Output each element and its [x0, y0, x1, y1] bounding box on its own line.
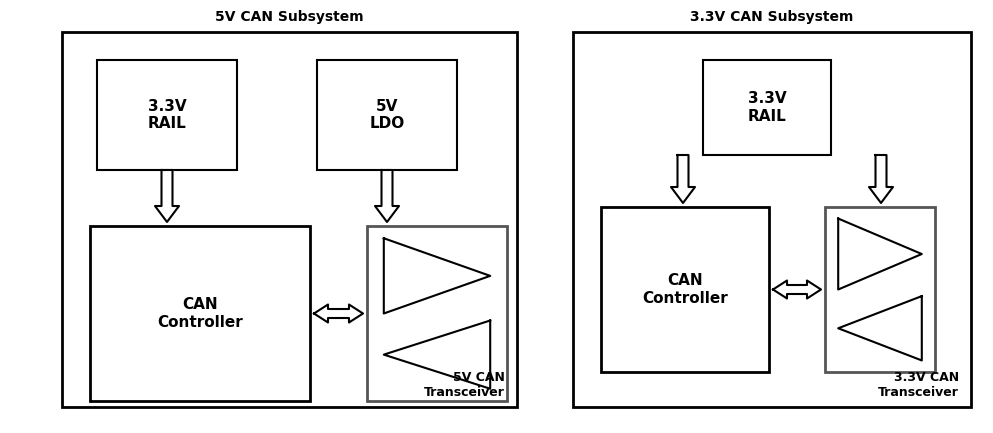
Polygon shape: [671, 155, 695, 203]
Polygon shape: [838, 219, 922, 290]
Bar: [601, 207, 769, 372]
Polygon shape: [384, 238, 491, 313]
Bar: [90, 226, 310, 401]
Bar: [825, 207, 935, 372]
Text: 3.3V
RAIL: 3.3V RAIL: [748, 91, 786, 124]
Bar: [703, 60, 831, 155]
Polygon shape: [314, 304, 363, 323]
Text: 3.3V CAN Subsystem: 3.3V CAN Subsystem: [690, 10, 854, 24]
Text: 5V CAN
Transceiver: 5V CAN Transceiver: [424, 371, 505, 399]
Text: 5V CAN Subsystem: 5V CAN Subsystem: [215, 10, 363, 24]
Bar: [317, 60, 457, 170]
Text: CAN
Controller: CAN Controller: [157, 297, 243, 330]
Text: CAN
Controller: CAN Controller: [642, 273, 728, 306]
Polygon shape: [869, 155, 893, 203]
Polygon shape: [773, 281, 821, 298]
Polygon shape: [155, 170, 179, 222]
Polygon shape: [838, 296, 922, 360]
Bar: [367, 226, 507, 401]
Bar: [97, 60, 237, 170]
Text: 3.3V CAN
Transceiver: 3.3V CAN Transceiver: [878, 371, 959, 399]
Bar: [62, 32, 517, 407]
Bar: [573, 32, 971, 407]
Polygon shape: [384, 320, 491, 389]
Polygon shape: [375, 170, 399, 222]
Text: 5V
LDO: 5V LDO: [369, 99, 404, 131]
Text: 3.3V
RAIL: 3.3V RAIL: [148, 99, 187, 131]
